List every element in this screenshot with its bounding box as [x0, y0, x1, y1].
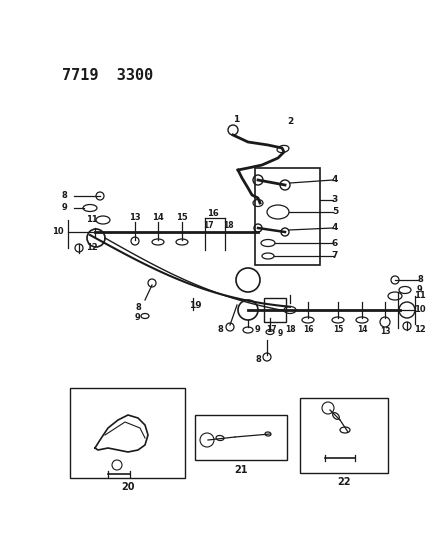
- Text: 2: 2: [287, 117, 293, 126]
- Text: 8: 8: [135, 303, 141, 312]
- Text: 17: 17: [203, 222, 213, 230]
- Bar: [264, 298, 286, 322]
- Text: 18: 18: [223, 222, 233, 230]
- Text: 9: 9: [277, 329, 282, 338]
- Text: 9: 9: [417, 286, 423, 295]
- Text: 4: 4: [332, 223, 338, 232]
- Text: 9: 9: [135, 313, 141, 322]
- Text: 7: 7: [332, 252, 338, 261]
- Bar: [300, 398, 388, 473]
- Text: 11: 11: [414, 292, 426, 301]
- Text: 6: 6: [332, 238, 338, 247]
- Text: 12: 12: [86, 244, 98, 253]
- Text: 9: 9: [255, 326, 261, 335]
- Text: 10: 10: [414, 305, 426, 314]
- Text: 18: 18: [285, 326, 295, 335]
- Text: 5: 5: [332, 207, 338, 216]
- Bar: [70, 388, 185, 478]
- Text: 10: 10: [52, 228, 64, 237]
- Text: 11: 11: [86, 215, 98, 224]
- Text: 1: 1: [233, 116, 239, 125]
- Text: 9: 9: [61, 204, 67, 213]
- Text: 22: 22: [337, 477, 351, 487]
- Text: 8: 8: [255, 356, 261, 365]
- Bar: [255, 168, 320, 265]
- Text: 17: 17: [266, 326, 276, 335]
- Text: 19: 19: [189, 301, 201, 310]
- Text: 12: 12: [414, 326, 426, 335]
- Text: 8: 8: [61, 191, 67, 200]
- Text: 16: 16: [303, 326, 313, 335]
- Text: 7719  3300: 7719 3300: [62, 69, 153, 84]
- Text: 15: 15: [176, 214, 188, 222]
- Text: 8: 8: [217, 326, 223, 335]
- Text: 3: 3: [332, 196, 338, 205]
- Text: 13: 13: [129, 214, 141, 222]
- Text: 8: 8: [417, 276, 423, 285]
- Text: 14: 14: [357, 326, 367, 335]
- Text: 4: 4: [332, 175, 338, 184]
- Text: 15: 15: [333, 326, 343, 335]
- Text: 13: 13: [380, 327, 390, 336]
- Text: 16: 16: [207, 209, 219, 219]
- Text: 20: 20: [121, 482, 135, 492]
- Text: 14: 14: [152, 214, 164, 222]
- Text: 21: 21: [234, 465, 248, 475]
- Bar: [195, 415, 287, 460]
